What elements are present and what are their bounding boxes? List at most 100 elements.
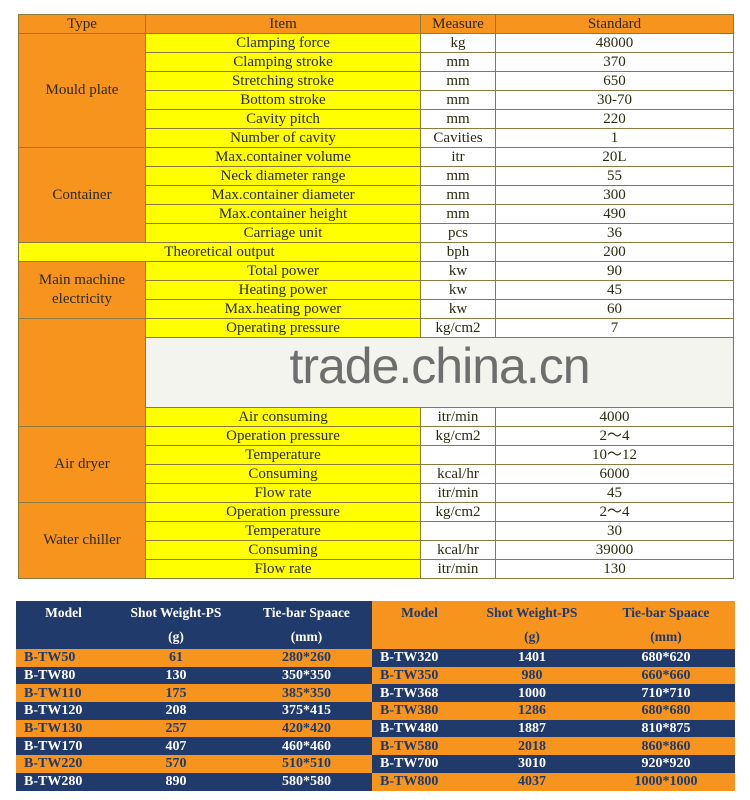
item-cell: Total power (145, 261, 421, 281)
standard-cell: 130 (495, 559, 734, 579)
measure-cell: itr/min (420, 483, 496, 503)
model-row: B-TW368 1000 710*710 (372, 684, 735, 703)
spec-table: Type Item Measure Standard Mould plate Cl… (18, 14, 734, 579)
header-cell: (g) (168, 629, 184, 644)
measure-cell: kg/cm2 (420, 502, 496, 522)
measure-cell: kcal/hr (420, 464, 496, 484)
standard-cell: 200 (495, 242, 734, 262)
item-cell: Consuming (145, 540, 421, 560)
standard-cell: 370 (495, 52, 734, 72)
standard-cell: 4000 (495, 407, 734, 427)
tie-bar-cell: 385*350 (282, 685, 331, 701)
shot-weight-cell: 257 (165, 721, 187, 737)
model-cell: B-TW110 (24, 685, 82, 701)
tie-bar-cell: 680*620 (641, 650, 691, 666)
standard-cell: 60 (495, 299, 734, 319)
shot-weight-cell: 570 (165, 756, 187, 772)
header-row: Model Shot Weight-PS Tie-bar Spaace (16, 601, 372, 625)
item-cell: Carriage unit (145, 223, 421, 243)
measure-cell: kcal/hr (420, 540, 496, 560)
model-cell: B-TW80 (24, 668, 76, 684)
header-cell: Model (45, 605, 82, 620)
tie-bar-cell: 280*260 (282, 650, 331, 666)
tie-bar-cell: 710*710 (641, 685, 691, 701)
header-cell: Tie-bar Spaace (263, 605, 350, 620)
measure-cell (420, 521, 496, 541)
spec-header-row: Type Item Measure Standard (18, 14, 734, 34)
shot-weight-cell: 4037 (518, 774, 546, 790)
table-row: Flow rate itr/min 130 (19, 559, 734, 579)
table-row: Temperature 30 (19, 521, 734, 541)
item-cell: Max.heating power (145, 299, 421, 319)
item-cell: Stretching stroke (145, 71, 421, 91)
measure-cell: mm (420, 52, 496, 72)
model-table-right: Model Shot Weight-PS Tie-bar Spaace (g) (mm)… (372, 601, 735, 791)
header-type: Type (18, 14, 146, 34)
table-row: Number of cavity Cavities 1 (19, 128, 734, 148)
standard-cell: 6000 (495, 464, 734, 484)
table-row: Air dryer Operation pressure kg/cm2 2～4 (18, 426, 734, 503)
measure-cell: bph (420, 242, 496, 262)
item-cell: Operation pressure (145, 502, 421, 522)
item-cell: Clamping force (145, 33, 421, 53)
tie-bar-cell: 460*460 (282, 738, 331, 754)
model-row: B-TW320 1401 680*620 (372, 649, 735, 667)
item-cell: Flow rate (145, 483, 421, 503)
table-row: Theoretical output bph 200 (18, 242, 734, 262)
type-cell (18, 318, 146, 427)
type-cell: Container (18, 147, 146, 243)
header-item: Item (145, 14, 421, 34)
model-cell: B-TW320 (380, 650, 439, 666)
table-row: Clamping stroke mm 370 (19, 52, 734, 72)
model-row: B-TW130 257 420*420 (16, 719, 372, 738)
model-cell: B-TW120 (24, 703, 83, 719)
tie-bar-cell: 1000*1000 (634, 774, 698, 790)
watermark-text: trade.china.cn (289, 338, 590, 395)
model-cell: B-TW220 (24, 756, 83, 772)
model-cell: B-TW280 (24, 774, 83, 790)
standard-cell: 45 (495, 280, 734, 300)
item-cell: Max.container height (145, 204, 421, 224)
header-cell: Model (401, 605, 438, 620)
shot-weight-cell: 175 (165, 685, 187, 701)
shot-weight-cell: 980 (521, 668, 543, 684)
standard-cell: 20L (495, 147, 734, 167)
item-cell: Theoretical output (18, 242, 421, 262)
tie-bar-cell: 810*875 (641, 721, 691, 737)
model-table-left: Model Shot Weight-PS Tie-bar Spaace (g) (mm)… (16, 601, 372, 791)
standard-cell: 2～4 (495, 426, 734, 446)
item-cell: Neck diameter range (145, 166, 421, 186)
measure-cell: kw (420, 280, 496, 300)
table-row: Heating power kw 45 (19, 280, 734, 300)
item-cell: Temperature (145, 521, 421, 541)
measure-cell: itr/min (420, 559, 496, 579)
model-row: B-TW50 61 280*260 (16, 649, 372, 667)
tie-bar-cell: 375*415 (282, 703, 331, 719)
model-row: B-TW580 2018 860*860 (372, 737, 735, 756)
model-cell: B-TW50 (24, 650, 76, 666)
model-row: B-TW120 208 375*415 (16, 702, 372, 720)
item-cell: Air consuming (145, 407, 421, 427)
measure-cell: mm (420, 166, 496, 186)
header-cell: Tie-bar Spaace (622, 605, 710, 620)
measure-cell (420, 445, 496, 465)
measure-cell: itr (420, 147, 496, 167)
measure-cell: kg (420, 33, 496, 53)
header-row: (g) (mm) (372, 625, 735, 649)
model-cell: B-TW580 (380, 738, 439, 754)
header-row: (g) (mm) (16, 625, 372, 649)
shot-weight-cell: 1887 (518, 721, 546, 737)
model-cell: B-TW800 (380, 774, 439, 790)
item-cell: Temperature (145, 445, 421, 465)
model-row: B-TW110 175 385*350 (16, 684, 372, 703)
model-row: B-TW800 4037 1000*1000 (372, 772, 735, 791)
measure-cell: mm (420, 204, 496, 224)
tie-bar-cell: 420*420 (282, 721, 331, 737)
item-cell: Clamping stroke (145, 52, 421, 72)
model-cell: B-TW480 (380, 721, 439, 737)
table-row: Container Max.container volume itr 20L (18, 147, 734, 243)
header-cell: Shot Weight-PS (130, 605, 222, 620)
shot-weight-cell: 407 (165, 738, 187, 754)
item-cell: Flow rate (145, 559, 421, 579)
shot-weight-cell: 3010 (518, 756, 546, 772)
